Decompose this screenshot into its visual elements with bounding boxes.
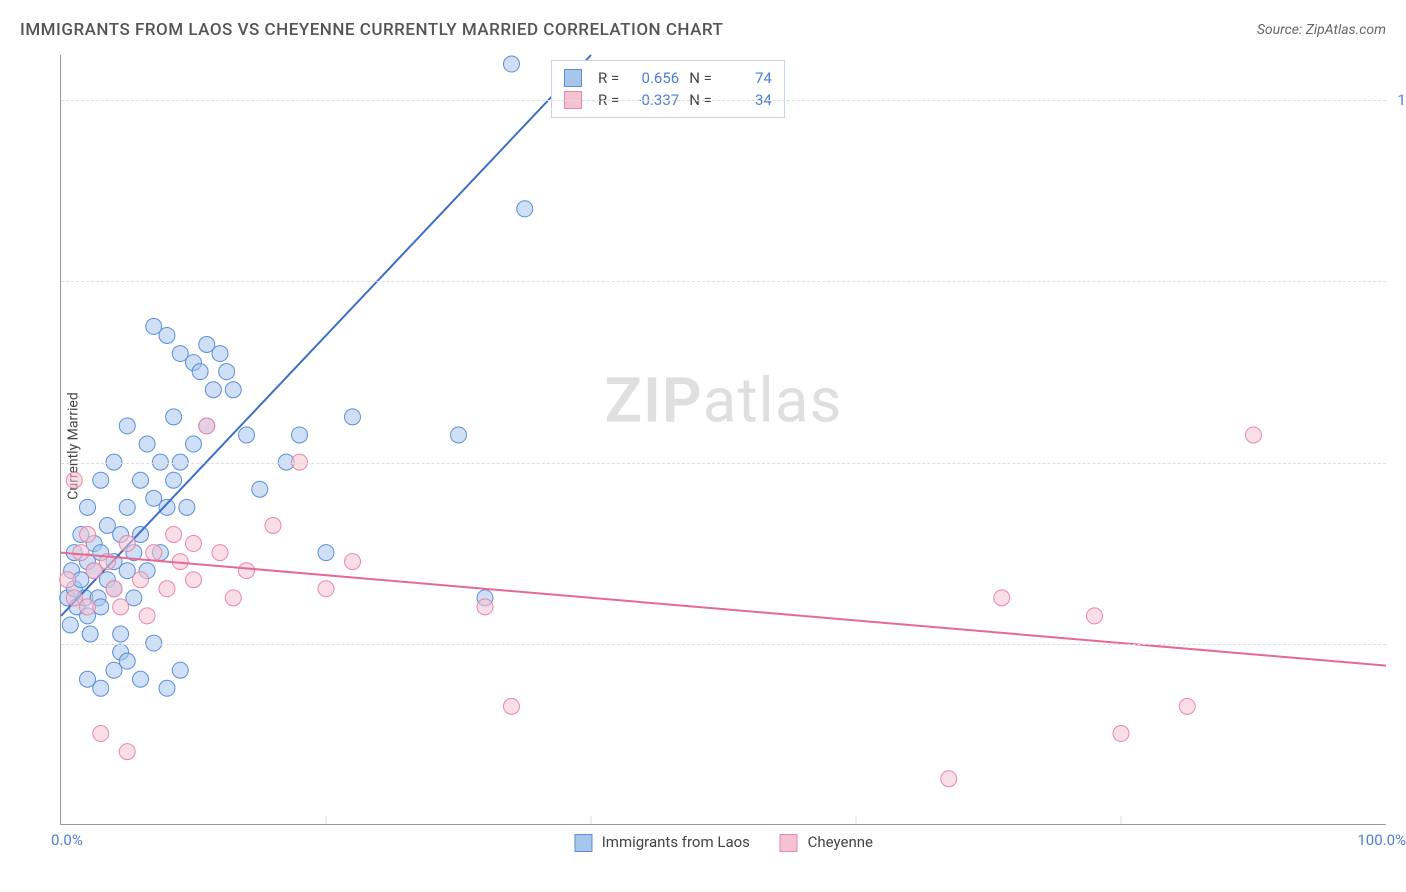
marker-laos [517,201,533,217]
marker-cheyenne [225,590,241,606]
swatch-laos [564,69,582,87]
marker-cheyenne [159,581,175,597]
marker-laos [451,427,467,443]
marker-laos [219,364,235,380]
marker-laos [62,617,78,633]
source-name: ZipAtlas.com [1306,22,1386,38]
marker-cheyenne [73,545,89,561]
marker-laos [93,472,109,488]
marker-cheyenne [239,563,255,579]
marker-laos [172,662,188,678]
marker-laos [82,626,98,642]
y-tick-label: 100.0% [1397,91,1406,109]
marker-laos [113,626,129,642]
marker-laos [159,327,175,343]
marker-laos [212,346,228,362]
scatter-svg [61,55,1386,824]
marker-laos [345,409,361,425]
marker-laos [80,499,96,515]
marker-cheyenne [212,545,228,561]
marker-laos [159,680,175,696]
marker-cheyenne [146,545,162,561]
marker-laos [133,671,149,687]
marker-cheyenne [60,572,76,588]
marker-laos [318,545,334,561]
marker-laos [225,382,241,398]
marker-cheyenne [66,472,82,488]
legend-row-laos: R = 0.656 N = 74 [564,67,772,89]
marker-cheyenne [139,608,155,624]
correlation-legend: R = 0.656 N = 74 R = -0.337 N = 34 [551,60,785,118]
n-value-laos: 74 [722,69,772,87]
marker-cheyenne [133,572,149,588]
marker-laos [166,472,182,488]
legend-label-cheyenne: Cheyenne [808,833,873,851]
gridline-h [61,644,1386,645]
source-attribution: Source: ZipAtlas.com [1257,22,1386,38]
marker-cheyenne [80,527,96,543]
marker-laos [252,481,268,497]
marker-cheyenne [80,599,96,615]
marker-laos [192,364,208,380]
legend-label-laos: Immigrants from Laos [602,833,750,851]
marker-laos [119,418,135,434]
marker-cheyenne [318,581,334,597]
r-label: R = [598,69,619,87]
marker-cheyenne [1113,726,1129,742]
marker-cheyenne [1179,698,1195,714]
marker-cheyenne [186,572,202,588]
marker-cheyenne [504,698,520,714]
marker-laos [205,382,221,398]
marker-cheyenne [477,599,493,615]
gridline-h [61,281,1386,282]
marker-laos [504,56,520,72]
marker-laos [292,427,308,443]
gridline-h [61,463,1386,464]
marker-cheyenne [93,726,109,742]
x-axis-legend: Immigrants from Laos Cheyenne [574,833,873,852]
x-tick-max: 100.0% [1357,831,1406,849]
marker-laos [133,472,149,488]
marker-laos [139,436,155,452]
marker-cheyenne [994,590,1010,606]
marker-laos [239,427,255,443]
trendline-cheyenne [61,553,1386,666]
swatch-cheyenne-x [780,834,798,852]
trendline-laos [61,55,591,616]
marker-cheyenne [186,536,202,552]
marker-cheyenne [113,599,129,615]
r-value-laos: 0.656 [629,69,679,87]
marker-cheyenne [1087,608,1103,624]
marker-cheyenne [119,744,135,760]
marker-laos [119,499,135,515]
marker-laos [186,436,202,452]
n-label: N = [689,69,712,87]
legend-item-cheyenne: Cheyenne [780,833,873,852]
marker-cheyenne [1246,427,1262,443]
legend-item-laos: Immigrants from Laos [574,833,750,852]
marker-cheyenne [345,554,361,570]
marker-cheyenne [166,527,182,543]
marker-laos [93,680,109,696]
marker-laos [166,409,182,425]
gridline-h [61,100,1386,101]
marker-laos [119,653,135,669]
marker-laos [179,499,195,515]
chart-title: IMMIGRANTS FROM LAOS VS CHEYENNE CURRENT… [20,20,723,40]
marker-cheyenne [265,517,281,533]
marker-cheyenne [119,536,135,552]
marker-laos [159,499,175,515]
x-tick-min: 0.0% [51,831,83,849]
marker-cheyenne [199,418,215,434]
source-label: Source: [1257,22,1306,38]
marker-cheyenne [941,771,957,787]
plot-area: ZIPatlas R = 0.656 N = 74 R = -0.337 N =… [60,55,1386,825]
marker-cheyenne [106,581,122,597]
swatch-laos-x [574,834,592,852]
